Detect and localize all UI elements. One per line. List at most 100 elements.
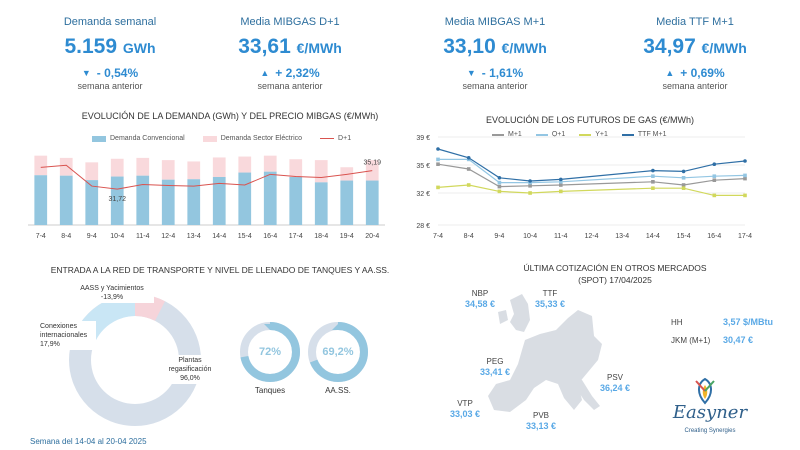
bar-elec <box>212 157 226 177</box>
legend-swatch-conv <box>92 135 106 142</box>
point <box>712 174 717 178</box>
legend-swatch-m1 <box>492 133 504 136</box>
footer-week: Semana del 14-04 al 20-04 2025 <box>30 437 147 446</box>
gauge-pointer-icon <box>264 324 276 330</box>
x-tick-label: 8-4 <box>464 233 474 240</box>
point <box>651 180 655 184</box>
bar-conv <box>238 172 252 225</box>
x-tick-label: 16-4 <box>707 233 721 240</box>
kpi-sub: semana anterior <box>77 81 143 91</box>
y-tick-label: 32 € <box>416 191 430 198</box>
logo-name: Easyner <box>672 402 748 423</box>
x-tick-label: 20-4 <box>365 233 379 240</box>
x-tick-label: 19-4 <box>340 233 354 240</box>
bar-elec <box>161 160 175 180</box>
x-tick-label: 15-4 <box>677 233 691 240</box>
demand-chart-title: EVOLUCIÓN DE LA DEMANDA (GWh) Y DEL PREC… <box>81 111 379 121</box>
point <box>681 183 686 187</box>
x-tick-label: 10-4 <box>110 233 124 240</box>
market-psv: PSV 36,24 € <box>599 373 631 393</box>
bar-conv <box>263 171 277 225</box>
kpi-change: ▲ + 2,32% <box>260 66 320 80</box>
point <box>436 185 440 190</box>
gauge-value: 69,2% <box>322 346 354 358</box>
market-pvb: PVB 33,13 € <box>525 411 557 431</box>
x-tick-label: 7-4 <box>36 233 46 240</box>
futures-legend: M+1 Q+1 Y+1 TTF M+1 <box>492 131 667 138</box>
point <box>466 167 471 171</box>
bar-conv <box>34 175 48 225</box>
data-label: 35,19 <box>363 160 381 167</box>
point <box>681 186 686 190</box>
point <box>743 173 747 178</box>
tanks-gauge <box>240 322 300 382</box>
x-tick-label: 9-4 <box>87 233 97 240</box>
logo-tagline: Creating Synergies <box>684 428 736 434</box>
legend-label: TTF M+1 <box>637 131 667 138</box>
x-tick-label: 11-4 <box>136 233 150 240</box>
bar-elec <box>110 158 124 177</box>
point <box>497 184 502 189</box>
triangle-up-icon: ▲ <box>260 68 270 78</box>
point <box>528 191 532 195</box>
x-tick-label: 13-4 <box>187 233 201 240</box>
bar-conv <box>187 179 201 225</box>
gauge-label: AA.SS. <box>325 386 351 395</box>
x-tick-label: 14-4 <box>212 233 226 240</box>
kpi-value: 34,97 €/MWh <box>643 35 747 58</box>
point <box>651 168 655 173</box>
x-tick-label: 7-4 <box>433 233 443 240</box>
gauge-label: Tanques <box>254 386 286 395</box>
bar-conv <box>212 177 226 225</box>
point <box>743 159 747 163</box>
europe-main-shape <box>488 310 602 412</box>
italy-shape <box>574 376 600 410</box>
gauge-value: 72% <box>258 346 282 358</box>
legend-swatch-q1 <box>535 133 548 136</box>
point <box>497 176 502 180</box>
bar-elec <box>263 155 277 172</box>
point <box>497 189 502 194</box>
kpi-label: Media MIBGAS M+1 <box>444 16 546 28</box>
kpi-label: Media TTF M+1 <box>656 16 734 28</box>
kpi-sub: semana anterior <box>662 81 728 91</box>
easyner-logo-icon <box>695 377 715 405</box>
legend-label: Y+1 <box>595 131 608 138</box>
bar-elec <box>238 156 252 173</box>
bar-elec <box>187 161 201 180</box>
bar-conv <box>289 177 303 225</box>
kpi-label: Media MIBGAS D+1 <box>240 16 340 28</box>
point <box>559 180 563 184</box>
y-tick-label: 35 € <box>416 163 430 170</box>
network-title: ENTRADA A LA RED DE TRANSPORTE Y NIVEL D… <box>50 265 390 275</box>
kpi-change: ▼ - 1,61% <box>466 66 524 80</box>
kpi-ttf-m1: Media TTF M+1 34,97 €/MWh ▲ + 0,69% seman… <box>605 16 785 91</box>
line-q-1 <box>438 158 746 184</box>
bar-elec <box>59 157 73 176</box>
bar-elec <box>34 155 48 176</box>
uk-shape <box>510 294 530 332</box>
price-hh: HH 3,57 $/MBtu <box>671 317 774 327</box>
point <box>497 180 502 185</box>
triangle-down-icon: ▼ <box>81 68 91 78</box>
triangle-down-icon: ▼ <box>466 68 476 78</box>
x-tick-label: 17-4 <box>289 233 303 240</box>
point <box>528 184 532 188</box>
kpi-mibgas-d1: Media MIBGAS D+1 33,61 €/MWh ▲ + 2,32% se… <box>200 16 380 91</box>
bar-elec <box>136 157 150 176</box>
kpi-value: 33,10 €/MWh <box>443 35 547 58</box>
y-tick-label: 39 € <box>416 135 430 142</box>
legend-label: M+1 <box>508 131 522 138</box>
kpi-label: Demanda semanal <box>63 16 157 28</box>
bar-conv <box>314 182 328 225</box>
point <box>436 157 440 162</box>
point <box>559 183 563 187</box>
kpi-sub: semana anterior <box>462 81 528 91</box>
x-tick-label: 14-4 <box>646 233 660 240</box>
point <box>681 169 686 174</box>
kpi-weekly-demand: Demanda semanal 5.159 GWh ▼ - 0,54% seman… <box>20 16 200 91</box>
kpi-sub: semana anterior <box>257 81 323 91</box>
market-vtp: VTP 33,03 € <box>449 399 481 419</box>
donut-label-aass: AASS y Yacimientos -13,9% <box>70 283 154 303</box>
